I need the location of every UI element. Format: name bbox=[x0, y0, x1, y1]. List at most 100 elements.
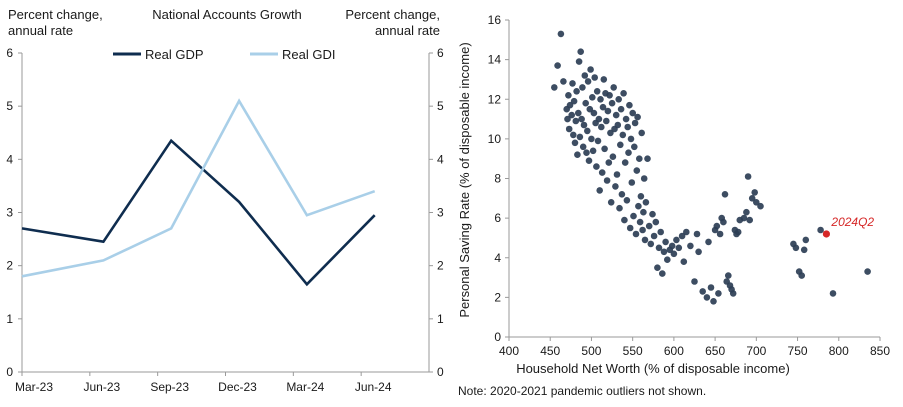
scatter-point bbox=[568, 111, 575, 119]
scatter-point bbox=[619, 131, 627, 139]
scatter-point bbox=[584, 127, 591, 135]
scatter-ytick-label-4: 4 bbox=[494, 251, 501, 265]
scatter-point bbox=[579, 84, 586, 91]
scatter-point bbox=[751, 189, 758, 196]
scatter-point bbox=[707, 284, 715, 291]
scatter-point bbox=[640, 175, 648, 182]
scatter-ytick-label-10: 10 bbox=[488, 132, 502, 146]
left-ytick-label-6: 6 bbox=[6, 46, 13, 60]
scatter-point bbox=[687, 242, 694, 250]
scatter-point bbox=[593, 88, 601, 95]
scatter-point bbox=[607, 199, 615, 206]
scatter-point bbox=[586, 105, 594, 113]
scatter-point bbox=[623, 197, 631, 204]
scatter-point bbox=[590, 109, 598, 117]
scatter-point bbox=[576, 133, 584, 141]
scatter-point bbox=[660, 248, 668, 256]
scatter-point bbox=[725, 272, 732, 279]
left-axis-label-line2: annual rate bbox=[8, 23, 73, 38]
scatter-point bbox=[668, 242, 676, 250]
scatter-point bbox=[642, 199, 650, 206]
scatter-point bbox=[636, 218, 644, 226]
scatter-ytick-label-16: 16 bbox=[488, 13, 502, 27]
scatter-point bbox=[565, 92, 572, 99]
scatter-point bbox=[695, 248, 702, 256]
right-ytick-label-5: 5 bbox=[437, 99, 444, 113]
scatter-point bbox=[802, 236, 810, 244]
scatter-point bbox=[734, 228, 742, 236]
scatter-point bbox=[744, 173, 752, 180]
scatter-ytick-label-14: 14 bbox=[488, 53, 502, 67]
scatter-point bbox=[570, 97, 578, 105]
scatter-point bbox=[640, 208, 647, 216]
scatter-points: 2024Q2 bbox=[551, 30, 874, 305]
scatter-point bbox=[635, 202, 642, 210]
scatter-point bbox=[629, 109, 636, 117]
scatter-point bbox=[691, 278, 698, 285]
left-xtick-label-Dec-23: Dec-23 bbox=[218, 380, 257, 394]
scatter-point bbox=[601, 145, 608, 153]
legend: Real GDP Real GDI bbox=[113, 47, 335, 62]
scatter-point bbox=[574, 151, 581, 158]
scatter-point bbox=[673, 236, 680, 244]
scatter-point bbox=[566, 101, 574, 109]
scatter-point bbox=[598, 123, 605, 131]
scatter-point bbox=[591, 74, 598, 81]
scatter-point bbox=[610, 84, 617, 91]
scatter-point bbox=[589, 94, 596, 101]
left-xtick-label-Mar-23: Mar-23 bbox=[15, 380, 53, 394]
scatter-xtick-label-500: 500 bbox=[581, 344, 601, 358]
scatter-point bbox=[654, 264, 661, 272]
scatter-point bbox=[693, 230, 701, 238]
scatter-xtick-label-700: 700 bbox=[746, 344, 766, 358]
scatter-point bbox=[554, 62, 561, 69]
scatter-point bbox=[626, 224, 634, 232]
scatter-point bbox=[572, 117, 580, 125]
scatter-point bbox=[699, 288, 706, 295]
left-chart-series bbox=[21, 98, 376, 287]
scatter-point bbox=[570, 131, 577, 139]
scatter-point-highlight bbox=[822, 230, 831, 238]
right-ytick-label-0: 0 bbox=[437, 365, 444, 379]
scatter-point bbox=[625, 149, 632, 156]
scatter-point bbox=[565, 125, 573, 133]
scatter-point bbox=[597, 96, 604, 103]
scatter-point bbox=[748, 195, 756, 202]
scatter-point bbox=[615, 96, 622, 103]
left-chart-ticks: 0 0 1 1 2 2 3 3 4 4 5 5 6 6 Mar-23 Jun-23 Sep-23 Dec-23 Ma… bbox=[6, 46, 444, 394]
scatter-point bbox=[578, 115, 585, 123]
scatter-point bbox=[571, 139, 579, 147]
right-ytick-label-1: 1 bbox=[437, 312, 444, 326]
scatter-point bbox=[729, 290, 737, 297]
left-xtick-label-Jun-23: Jun-23 bbox=[83, 380, 120, 394]
scatter-point bbox=[573, 88, 580, 95]
scatter-point bbox=[628, 179, 636, 186]
scatter-point bbox=[715, 290, 722, 297]
scatter-point bbox=[603, 177, 611, 184]
scatter-ytick-label-2: 2 bbox=[494, 290, 501, 304]
scatter-note: Note: 2020-2021 pandemic outliers not sh… bbox=[458, 384, 706, 398]
right-axis-label-line2: annual rate bbox=[375, 23, 440, 38]
scatter-point bbox=[664, 256, 671, 264]
scatter-point bbox=[585, 157, 593, 164]
scatter-point bbox=[800, 246, 808, 254]
scatter-point bbox=[634, 113, 641, 121]
right-axis-label-line1: Percent change, bbox=[345, 7, 440, 22]
scatter-point bbox=[645, 222, 653, 230]
scatter-point bbox=[683, 228, 690, 236]
scatter-xtick-label-850: 850 bbox=[870, 344, 890, 358]
scatter-point bbox=[630, 212, 637, 220]
scatter-point bbox=[740, 214, 748, 222]
right-ytick-label-4: 4 bbox=[437, 152, 444, 166]
scatter-point bbox=[678, 232, 686, 240]
legend-label-real-gdi: Real GDI bbox=[282, 47, 335, 62]
series-line-real-gdi bbox=[21, 98, 376, 278]
scatter-point bbox=[580, 121, 588, 129]
scatter-point bbox=[670, 250, 678, 258]
scatter-point bbox=[604, 107, 612, 115]
scatter-point bbox=[798, 272, 805, 279]
scatter-point bbox=[583, 149, 590, 156]
scatter-point bbox=[589, 147, 597, 155]
scatter-point bbox=[637, 193, 645, 200]
